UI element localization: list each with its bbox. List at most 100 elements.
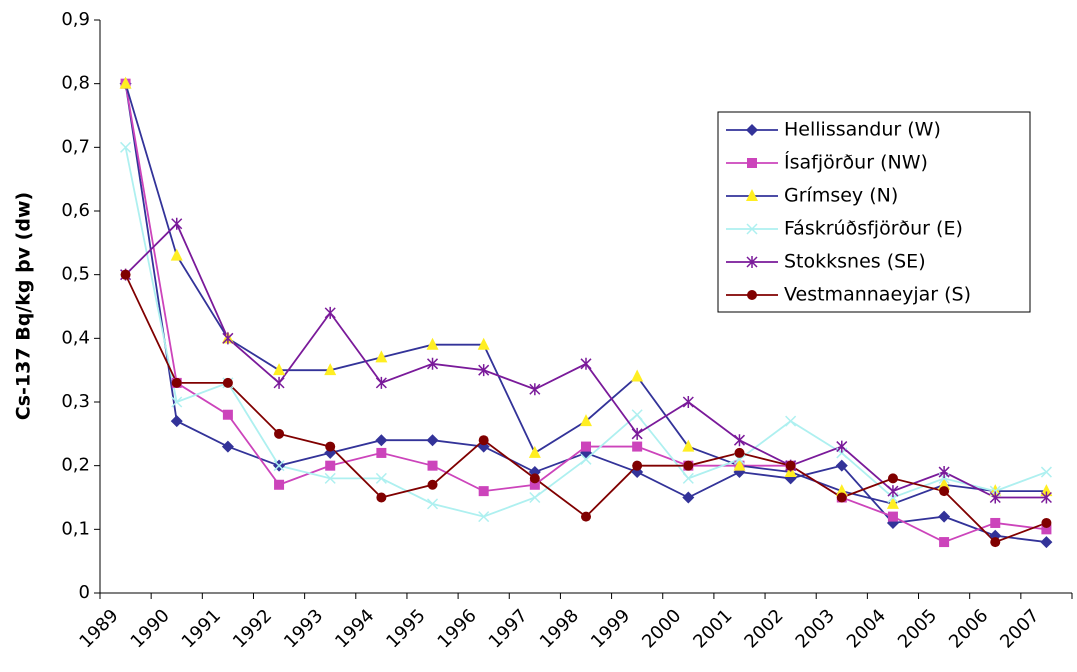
data-point [426,434,439,447]
x-tick-label: 1997 [485,605,532,652]
data-point [581,441,591,452]
x-tick-label: 1993 [280,605,327,652]
data-point [325,460,336,471]
data-point [375,350,388,363]
y-tick-label: 0,7 [61,136,90,157]
y-tick-label: 0,9 [61,9,90,30]
data-point [273,460,285,472]
data-point [835,459,848,472]
y-tick-label: 0,2 [61,455,90,476]
x-tick-label: 1990 [127,605,174,652]
data-point [120,141,132,153]
x-tick-label: 2006 [945,605,992,652]
y-tick-label: 0 [79,582,90,603]
data-point [427,460,438,471]
data-point [733,434,746,447]
data-point [1040,491,1052,504]
data-point [274,428,285,439]
data-point [222,332,234,345]
legend-label: Grímsey (N) [784,185,898,207]
legend-marker [747,158,757,168]
data-point [682,472,694,484]
data-point [682,439,695,452]
data-point [632,460,643,471]
data-point [221,440,234,453]
data-point [580,414,592,427]
x-tick-label: 2003 [792,605,839,652]
data-point [427,479,438,490]
data-point [222,377,233,388]
data-point [324,363,337,376]
data-point [529,383,541,396]
data-point [171,396,183,408]
data-point [529,491,541,504]
y-tick-label: 0,6 [61,200,90,221]
data-point [222,409,233,420]
data-point [886,496,899,509]
series-line [124,274,1047,544]
data-point [325,441,336,452]
data-point [835,484,848,497]
x-tick-label: 2007 [996,605,1043,652]
data-point [324,472,336,484]
x-tick-label: 1992 [229,605,276,652]
legend-label: Ísafjörður (NW) [784,151,928,174]
data-point [580,453,592,465]
data-point [631,427,643,440]
data-point [478,486,489,497]
legend-marker [746,256,758,268]
data-point [273,376,285,389]
data-point [376,492,387,503]
legend-marker [746,189,758,201]
data-point [375,434,388,447]
data-point [426,337,439,350]
data-point [119,76,132,89]
data-point [785,415,797,427]
y-tick-label: 0,8 [61,73,90,94]
data-point [1041,517,1052,528]
data-point [1040,466,1052,478]
data-point [682,396,694,408]
legend-marker [746,223,758,235]
x-tick-label: 1989 [75,605,122,652]
data-point [478,511,490,523]
data-point [478,364,490,377]
data-point [785,460,796,471]
legend-marker [747,290,757,300]
legend-label: Fáskrúðsfjörður (E) [784,218,963,240]
data-point [887,473,898,484]
data-point [1040,484,1053,497]
x-tick-label: 1998 [536,605,583,652]
data-point [938,466,950,479]
data-point [478,435,489,446]
data-point [1040,536,1053,549]
data-point [273,363,286,376]
data-point [477,337,490,350]
y-tick-label: 0,3 [61,391,90,412]
data-point [170,248,183,261]
data-point [733,458,746,471]
data-point [120,269,131,280]
x-tick-label: 2000 [638,605,685,652]
x-tick-label: 1996 [434,605,481,652]
data-point [529,479,540,490]
data-point [836,492,847,503]
legend-label: Hellissandur (W) [784,119,941,141]
data-point [171,217,183,230]
data-point [580,357,592,370]
data-point [581,511,591,522]
data-point [528,445,541,458]
data-point [939,486,950,497]
y-tick-label: 0,1 [61,518,90,539]
data-point [1041,524,1052,535]
legend-label: Vestmannaeyjar (S) [784,284,971,306]
legend-marker [746,124,758,136]
data-point [529,473,540,484]
y-tick-label: 0,4 [61,327,90,348]
x-tick-label: 2005 [894,605,941,652]
data-point [938,477,951,490]
x-tick-label: 1995 [382,605,429,652]
data-point [631,369,644,382]
x-tick-label: 2002 [740,605,787,652]
data-point [887,511,898,522]
